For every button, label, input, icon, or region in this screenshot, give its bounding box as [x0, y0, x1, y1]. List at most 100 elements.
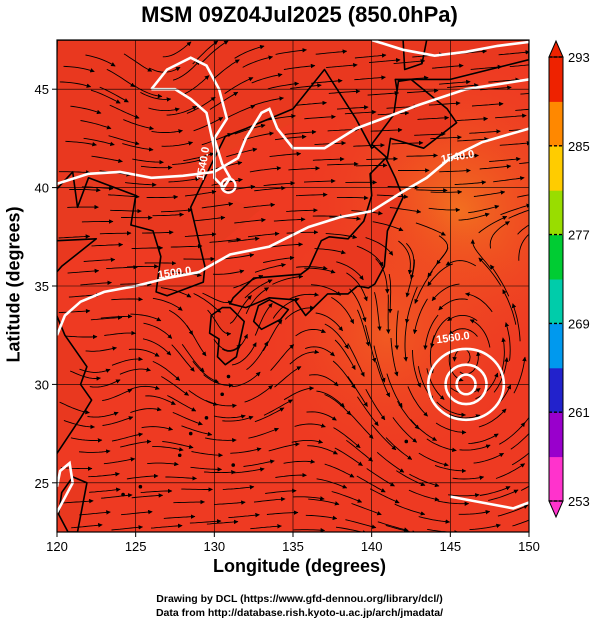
island [404, 439, 409, 444]
streamline [519, 162, 529, 165]
streamline [469, 129, 501, 134]
island [226, 374, 231, 379]
streamline [275, 472, 307, 478]
streamline [404, 286, 418, 324]
streamline [201, 40, 229, 63]
streamline [469, 319, 491, 348]
streamline [172, 60, 201, 81]
streamline [375, 258, 390, 294]
colorbar-segment [549, 323, 563, 369]
streamline [131, 493, 164, 499]
y-tick-label: 40 [35, 181, 49, 196]
streamline [418, 516, 451, 524]
streamline [244, 385, 273, 403]
streamline [229, 295, 252, 324]
streamline [108, 194, 140, 199]
streamline [394, 310, 400, 350]
colorbar-segment [549, 279, 563, 324]
streamline [416, 188, 448, 193]
streamline [410, 419, 437, 441]
streamline [231, 342, 257, 366]
streamline [344, 109, 377, 115]
streamline [448, 493, 480, 498]
streamline [253, 496, 286, 503]
streamline [263, 255, 295, 264]
streamline [262, 319, 283, 352]
island [231, 463, 236, 467]
streamline [160, 287, 192, 298]
streamline [205, 399, 237, 409]
x-tick-label: 150 [518, 539, 540, 554]
streamline [447, 83, 479, 88]
streamline [356, 309, 370, 347]
streamline [324, 323, 349, 350]
streamline [254, 185, 286, 192]
streamline [385, 437, 413, 460]
streamline [346, 272, 368, 302]
streamline [173, 499, 205, 505]
streamline [329, 216, 361, 221]
streamline [366, 156, 398, 162]
streamline [373, 345, 386, 383]
streamline [517, 194, 529, 198]
streamline [140, 488, 173, 494]
streamline [186, 96, 216, 114]
streamline [85, 54, 116, 67]
streamline [457, 137, 489, 142]
streamline [293, 527, 326, 532]
streamline [412, 298, 428, 335]
streamline [161, 376, 189, 396]
streamline [160, 207, 193, 213]
streamline [515, 108, 529, 111]
streamline [445, 260, 477, 267]
island [177, 453, 182, 458]
streamline [452, 475, 485, 480]
streamline [109, 104, 140, 119]
colorbar-tick-label: 253 [568, 494, 590, 509]
streamline [183, 152, 215, 162]
streamline [233, 467, 265, 474]
streamline [328, 89, 361, 94]
streamline [520, 416, 529, 428]
streamline [432, 63, 464, 69]
streamline [325, 233, 358, 240]
y-axis-title: Latitude (degrees) [3, 206, 24, 363]
streamline [305, 514, 338, 521]
streamline [366, 468, 395, 487]
streamline [510, 432, 529, 450]
streamline [99, 230, 132, 236]
colorbar-tick-label: 285 [568, 139, 590, 154]
streamline [286, 230, 319, 235]
streamline [431, 283, 460, 302]
streamline [145, 395, 176, 405]
streamline [62, 498, 94, 504]
streamline [83, 137, 115, 147]
streamline [428, 101, 461, 106]
colorbar: 253 261 269 277 285 293 [548, 39, 590, 519]
streamline [245, 287, 269, 314]
streamline [356, 245, 384, 267]
streamline [121, 509, 153, 516]
streamline [168, 176, 200, 183]
streamline [91, 155, 123, 164]
x-tick-label: 145 [439, 539, 461, 554]
streamline [188, 389, 218, 406]
streamline [79, 510, 111, 516]
streamline [315, 312, 343, 332]
streamline [405, 243, 415, 280]
streamline [254, 407, 285, 423]
grid-lines [57, 40, 529, 532]
coastline [252, 299, 290, 331]
streamline [357, 396, 379, 427]
streamline [414, 131, 446, 137]
streamline [502, 289, 517, 325]
streamline [406, 153, 438, 158]
contour-label: 1500.0 [157, 265, 192, 282]
streamline [148, 107, 180, 112]
streamline [184, 232, 217, 237]
streamline [430, 189, 463, 195]
streamline [305, 346, 335, 357]
streamline [369, 488, 400, 504]
streamline [87, 411, 119, 418]
